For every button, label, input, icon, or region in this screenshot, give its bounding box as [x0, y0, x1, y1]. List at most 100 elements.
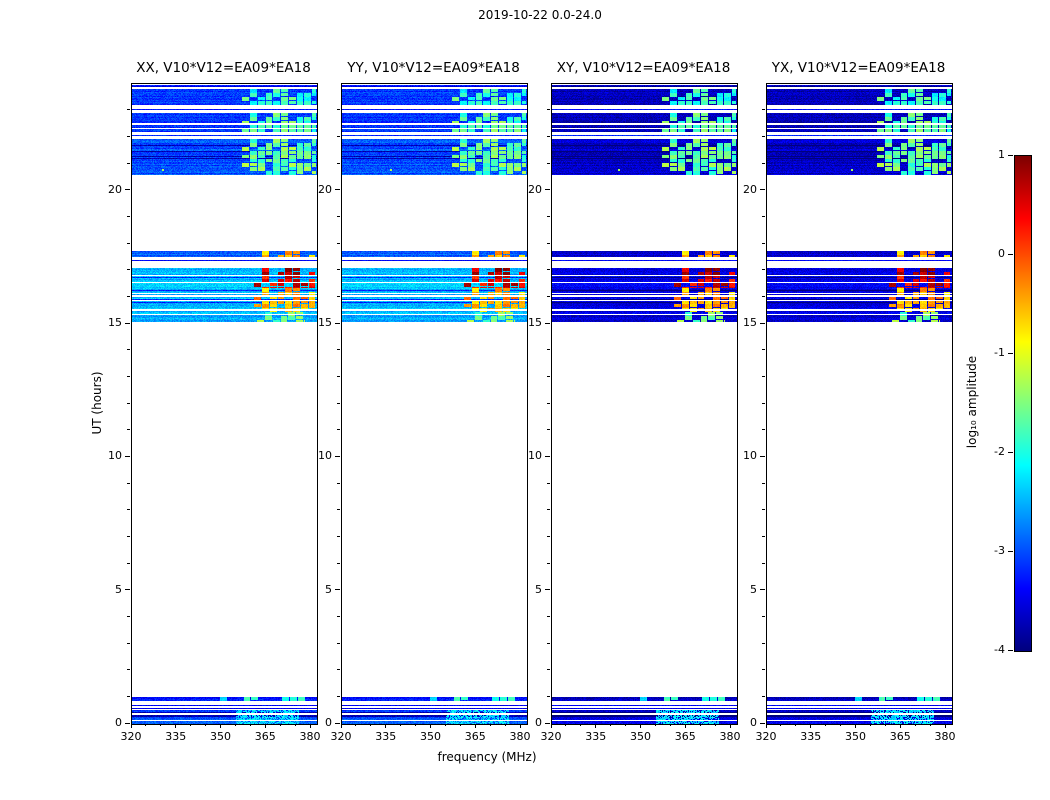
x-tick-minor: [840, 724, 842, 726]
y-tick-major: [545, 722, 550, 724]
y-tick-minor: [127, 375, 130, 377]
y-tick-minor: [762, 482, 765, 484]
colorbar-tick: [1008, 253, 1013, 255]
panel-title-yx: YX, V10*V12=EA09*EA18: [771, 60, 946, 76]
y-tick-minor: [337, 375, 340, 377]
x-tick-minor: [249, 724, 251, 726]
x-tick-label: 365: [464, 730, 486, 743]
x-tick-label: 335: [165, 730, 187, 743]
y-tick-label: 15: [108, 316, 122, 329]
y-tick-minor: [127, 482, 130, 484]
y-tick-minor: [337, 162, 340, 164]
x-tick-minor: [565, 724, 567, 726]
colorbar-tick: [1008, 550, 1013, 552]
x-tick-major: [264, 724, 266, 728]
y-tick-minor: [547, 135, 550, 137]
x-tick-minor: [400, 724, 402, 726]
y-tick-major: [760, 589, 765, 591]
y-tick-minor: [547, 615, 550, 617]
x-tick-major: [385, 724, 387, 728]
y-tick-label: 5: [535, 582, 542, 596]
y-tick-major: [760, 322, 765, 324]
y-tick-minor: [762, 215, 765, 217]
y-tick-label: 10: [318, 449, 332, 463]
y-tick-minor: [337, 535, 340, 537]
y-tick-minor: [547, 669, 550, 671]
x-tick-minor: [504, 724, 506, 726]
spectrogram-xy: [551, 83, 738, 725]
x-tick-label: 350: [630, 730, 652, 743]
x-tick-minor: [669, 724, 671, 726]
y-tick-minor: [337, 349, 340, 351]
y-tick-minor: [547, 695, 550, 697]
x-tick-minor: [415, 724, 417, 726]
colorbar-tick-label: -4: [994, 643, 1005, 656]
spectrogram-yy: [341, 83, 528, 725]
y-tick-minor: [127, 162, 130, 164]
y-tick-label: 5: [325, 582, 332, 596]
y-tick-major: [545, 589, 550, 591]
figure-title: 2019-10-22 0.0-24.0: [478, 8, 602, 22]
y-tick-minor: [127, 669, 130, 671]
x-tick-minor: [145, 724, 147, 726]
x-tick-label: 380: [299, 730, 321, 743]
colorbar-tick-label: -1: [994, 346, 1005, 359]
y-tick-minor: [127, 242, 130, 244]
y-tick-major: [545, 189, 550, 191]
y-tick-minor: [337, 109, 340, 111]
y-tick-label: 15: [528, 316, 542, 329]
x-tick-major: [430, 724, 432, 728]
y-tick-minor: [127, 695, 130, 697]
x-tick-minor: [370, 724, 372, 726]
x-tick-label: 320: [755, 730, 777, 743]
x-tick-major: [340, 724, 342, 728]
panel-title-xy: XY, V10*V12=EA09*EA18: [556, 60, 731, 76]
y-tick-minor: [127, 402, 130, 404]
y-tick-minor: [762, 375, 765, 377]
y-tick-minor: [547, 509, 550, 511]
y-tick-minor: [547, 402, 550, 404]
y-tick-label: 20: [528, 182, 542, 196]
x-tick-label: 320: [120, 730, 142, 743]
y-tick-minor: [762, 615, 765, 617]
y-tick-major: [545, 322, 550, 324]
y-tick-minor: [127, 429, 130, 431]
y-tick-minor: [547, 109, 550, 111]
y-tick-label: 15: [318, 316, 332, 329]
y-tick-minor: [762, 269, 765, 271]
x-tick-minor: [825, 724, 827, 726]
y-tick-minor: [127, 349, 130, 351]
panel-title-xx: XX, V10*V12=EA09*EA18: [136, 60, 311, 76]
x-tick-minor: [294, 724, 296, 726]
x-tick-major: [519, 724, 521, 728]
colorbar-tick: [1008, 352, 1013, 354]
x-tick-label: 365: [254, 730, 276, 743]
y-tick-label: 20: [743, 182, 757, 196]
x-tick-major: [130, 724, 132, 728]
y-tick-label: 0: [325, 716, 332, 729]
x-tick-label: 350: [420, 730, 442, 743]
x-tick-major: [729, 724, 731, 728]
y-tick-minor: [762, 669, 765, 671]
y-tick-minor: [762, 109, 765, 111]
y-tick-minor: [762, 509, 765, 511]
y-tick-minor: [547, 482, 550, 484]
y-tick-minor: [337, 402, 340, 404]
y-tick-label: 5: [750, 582, 757, 596]
colorbar-tick-label: -3: [994, 544, 1005, 557]
x-tick-minor: [190, 724, 192, 726]
y-tick-label: 10: [743, 449, 757, 463]
y-tick-major: [335, 722, 340, 724]
x-tick-label: 380: [934, 730, 956, 743]
y-tick-minor: [337, 135, 340, 137]
x-tick-minor: [625, 724, 627, 726]
x-tick-label: 335: [585, 730, 607, 743]
y-tick-major: [335, 189, 340, 191]
x-tick-minor: [160, 724, 162, 726]
x-tick-minor: [780, 724, 782, 726]
panel-title-yy: YY, V10*V12=EA09*EA18: [347, 60, 520, 76]
x-tick-minor: [234, 724, 236, 726]
y-tick-label: 15: [743, 316, 757, 329]
y-tick-minor: [762, 429, 765, 431]
